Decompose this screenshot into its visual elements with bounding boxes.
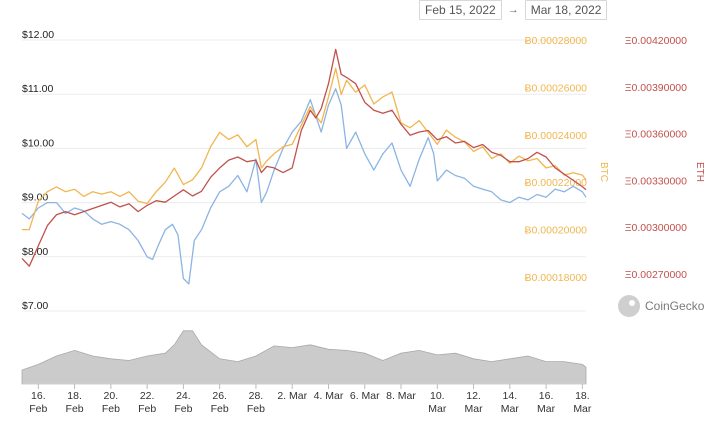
usd-axis: $12.00$11.00$10.00$9.00$8.00$7.00 — [22, 29, 54, 312]
eth-tick-label: Ξ0.00390000 — [625, 82, 687, 94]
x-tick-label: Feb — [102, 403, 120, 415]
x-tick-label: Feb — [66, 403, 84, 415]
usd-tick-label: $10.00 — [22, 137, 54, 149]
btc-series-line — [22, 67, 587, 231]
x-tick-label: 8. Mar — [386, 390, 416, 402]
usd-tick-label: $7.00 — [22, 300, 48, 312]
coingecko-logo: CoinGecko — [618, 295, 705, 317]
x-tick-label: Feb — [174, 403, 192, 415]
x-tick-label: Mar — [501, 403, 520, 415]
x-tick-label: Feb — [29, 403, 47, 415]
x-tick-label: 12. — [466, 390, 481, 402]
x-tick-label: 2. Mar — [277, 390, 307, 402]
usd-series-line — [21, 88, 587, 285]
btc-tick-label: Ƀ0.00022000 — [525, 177, 588, 189]
x-axis: 16.Feb18.Feb20.Feb22.Feb24.Feb26.Feb28.F… — [29, 384, 592, 415]
btc-tick-label: Ƀ0.00026000 — [525, 82, 588, 94]
eth-tick-label: Ξ0.00330000 — [625, 175, 687, 187]
x-tick-label: Feb — [247, 403, 265, 415]
x-tick-label: 18. — [575, 390, 590, 402]
usd-tick-label: $12.00 — [22, 29, 54, 41]
x-tick-label: 22. — [140, 390, 155, 402]
date-to-input[interactable]: Mar 18, 2022 — [524, 0, 608, 20]
btc-tick-label: Ƀ0.00020000 — [525, 225, 588, 237]
x-tick-label: Feb — [211, 403, 229, 415]
x-tick-label: 10. — [430, 390, 445, 402]
volume-area — [21, 330, 587, 385]
gecko-icon — [618, 295, 640, 317]
watermark-text: CoinGecko — [645, 299, 705, 313]
usd-tick-label: $11.00 — [22, 83, 53, 95]
x-tick-label: Mar — [573, 403, 592, 415]
btc-axis-title: BTC — [598, 162, 609, 182]
eth-tick-label: Ξ0.00300000 — [625, 222, 687, 234]
x-tick-label: Mar — [537, 403, 556, 415]
eth-axis: Ξ0.00420000 Ξ0.00390000 Ξ0.00360000 Ξ0.0033… — [625, 35, 687, 281]
grid-lines — [22, 39, 586, 312]
eth-axis-title: ETH — [694, 162, 705, 182]
x-tick-label: 18. — [67, 390, 82, 402]
x-tick-label: 16. — [31, 390, 46, 402]
x-tick-label: 24. — [176, 390, 191, 402]
x-tick-label: 14. — [503, 390, 518, 402]
eth-tick-label: Ξ0.00270000 — [625, 269, 687, 281]
usd-tick-label: $9.00 — [22, 192, 48, 204]
series-lines — [21, 48, 587, 285]
x-tick-label: 16. — [539, 390, 554, 402]
eth-tick-label: Ξ0.00420000 — [625, 35, 687, 47]
x-tick-label: 26. — [212, 390, 227, 402]
btc-tick-label: Ƀ0.00018000 — [525, 272, 588, 284]
date-from-input[interactable]: Feb 15, 2022 — [419, 0, 502, 20]
x-tick-label: 28. — [249, 390, 264, 402]
x-tick-label: 6. Mar — [350, 390, 380, 402]
x-tick-label: Feb — [138, 403, 156, 415]
volume-area-shape — [21, 330, 587, 385]
date-range-picker: Feb 15, 2022 → Mar 18, 2022 — [419, 0, 608, 20]
btc-tick-label: Ƀ0.00028000 — [525, 35, 588, 47]
x-tick-label: 4. Mar — [314, 390, 344, 402]
btc-axis: Ƀ0.00028000 Ƀ0.00026000 Ƀ0.00024000 Ƀ0.0002… — [525, 35, 588, 284]
range-arrow-icon: → — [507, 4, 519, 16]
btc-tick-label: Ƀ0.00024000 — [525, 130, 588, 142]
gecko-eye-icon — [629, 300, 635, 306]
x-tick-label: Mar — [428, 403, 447, 415]
x-tick-label: Mar — [465, 403, 484, 415]
x-tick-label: 20. — [104, 390, 119, 402]
eth-series-line — [21, 48, 587, 267]
eth-tick-label: Ξ0.00360000 — [625, 129, 687, 141]
